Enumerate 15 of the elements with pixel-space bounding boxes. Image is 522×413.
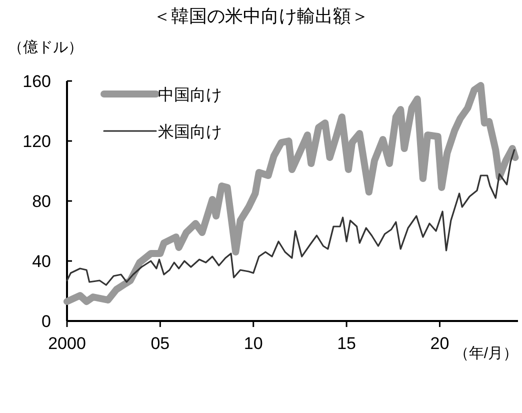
y-axis-title: （億ドル） xyxy=(8,39,83,56)
y-tick-label: 0 xyxy=(42,312,51,331)
x-axis-title: （年/月） xyxy=(454,345,518,362)
x-tick-label: 15 xyxy=(337,334,356,353)
legend-label: 中国向け xyxy=(158,86,222,104)
chart-title: ＜韓国の米中向け輸出額＞ xyxy=(153,6,369,26)
y-tick-label: 120 xyxy=(22,132,51,151)
x-tick-label: 20 xyxy=(430,334,450,353)
x-tick-label: 10 xyxy=(244,334,263,353)
x-tick-label: 05 xyxy=(150,334,170,353)
y-tick-label: 40 xyxy=(32,252,51,271)
y-tick-label: 160 xyxy=(22,72,51,91)
legend-label: 米国向け xyxy=(158,123,222,141)
x-tick-label: 2000 xyxy=(48,334,86,353)
y-tick-label: 80 xyxy=(32,192,51,211)
